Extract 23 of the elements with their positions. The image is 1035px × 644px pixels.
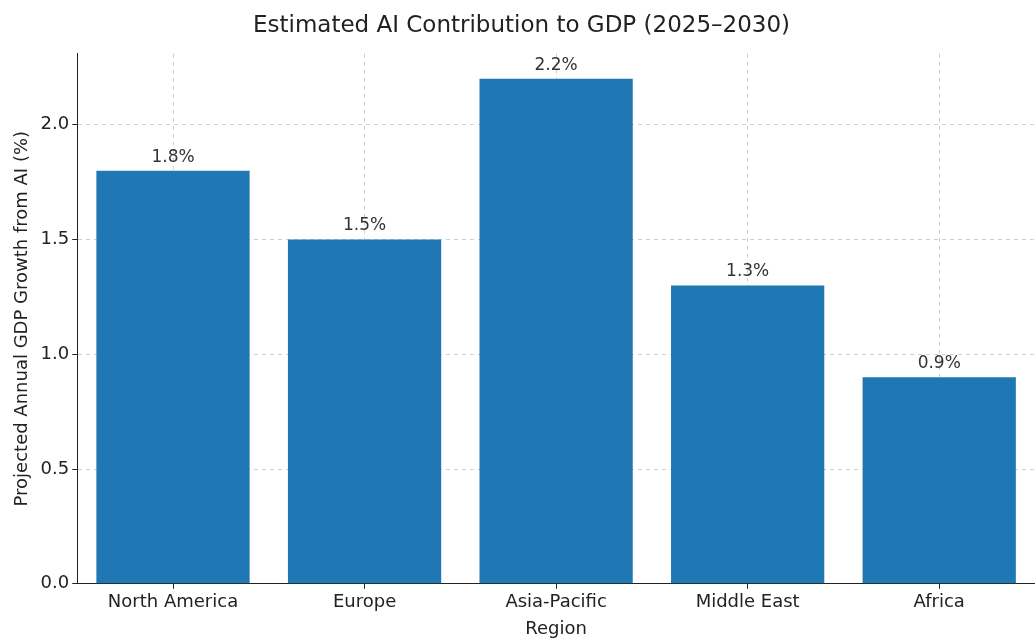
data-label: 1.8% bbox=[151, 145, 195, 166]
x-tick-label: Africa bbox=[913, 590, 965, 612]
y-tick-label: 1.5 bbox=[40, 227, 70, 249]
x-tick-label: Europe bbox=[332, 590, 397, 612]
bar bbox=[671, 285, 825, 584]
y-tick-label: 1.0 bbox=[40, 341, 70, 363]
y-tick-label: 0.5 bbox=[40, 456, 70, 478]
x-axis-title: Region bbox=[525, 616, 587, 638]
x-tick-label: Asia-Pacific bbox=[505, 590, 607, 612]
y-tick-label: 0.0 bbox=[40, 571, 70, 593]
x-tick-label: Middle East bbox=[695, 590, 800, 612]
bar bbox=[96, 170, 250, 584]
x-tick-label: North America bbox=[107, 590, 239, 612]
y-tick-label: 2.0 bbox=[40, 112, 70, 134]
data-label: 1.3% bbox=[726, 260, 770, 281]
bar bbox=[862, 377, 1016, 584]
y-axis-title: Projected Annual GDP Growth from AI (%) bbox=[10, 130, 32, 507]
bar bbox=[287, 239, 442, 584]
data-label: 1.5% bbox=[342, 214, 387, 235]
chart-title: Estimated AI Contribution to GDP (2025–2030) bbox=[252, 10, 791, 37]
bar bbox=[479, 78, 633, 584]
data-label: 0.9% bbox=[917, 352, 961, 373]
data-label: 2.2% bbox=[534, 53, 578, 74]
